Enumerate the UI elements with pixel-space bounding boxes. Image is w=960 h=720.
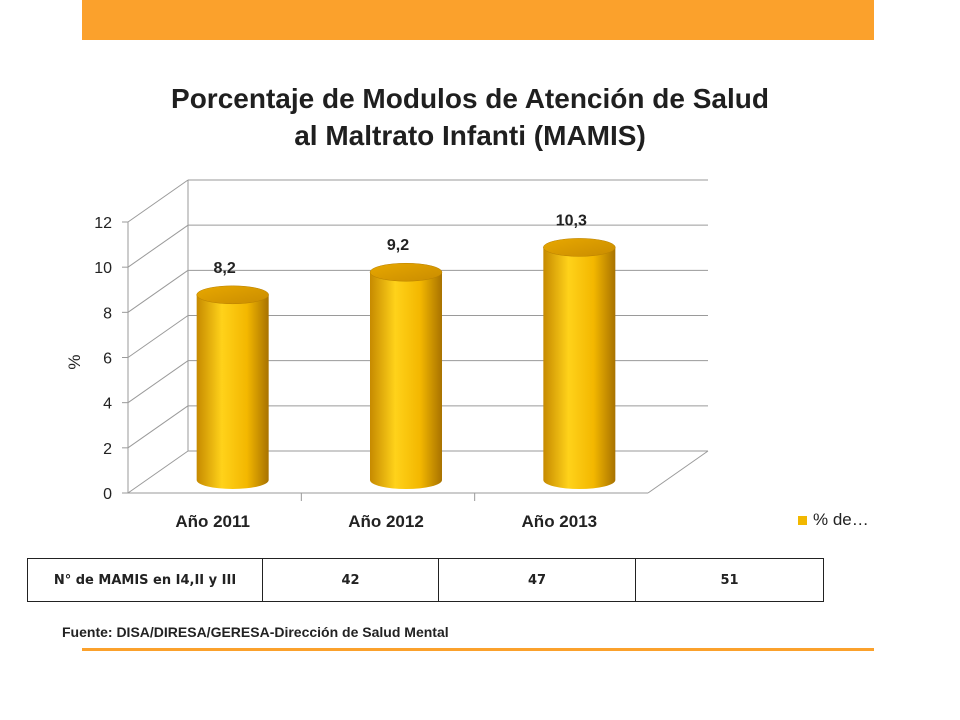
chart-title-line-1: Porcentaje de Modulos de Atención de Sal… [171,83,769,114]
gridline-side [127,405,189,449]
floor-right-edge [647,450,709,494]
data-label: 8,2 [214,260,236,277]
y-tick-label: 0 [103,486,112,503]
table-cell: 42 [262,558,439,602]
data-label: 10,3 [556,212,587,229]
y-axis-ticks: 0 2 4 6 8 10 12 [94,215,112,503]
source-note: Fuente: DISA/DIRESA/GERESA-Dirección de … [62,624,449,640]
data-label: 9,2 [387,237,409,254]
legend: % de… [798,510,869,530]
chart-title: Porcentaje de Modulos de Atención de Sal… [60,80,880,154]
bars [196,238,616,489]
legend-label: % de… [813,510,869,529]
legend-swatch [798,516,807,526]
gridline-side [127,450,189,494]
y-tick-label: 4 [103,396,112,413]
table-cell: 51 [635,558,824,602]
data-labels: 8,2 9,2 10,3 [214,212,587,276]
gridline-side [127,315,189,358]
gridline-side [127,360,189,404]
x-tick-label: Año 2012 [348,512,424,531]
top-accent-bar [82,0,874,40]
bar [196,285,269,489]
y-axis-label: % [65,354,84,369]
gridline-side [127,269,189,313]
grid [122,179,709,501]
y-tick-label: 12 [94,215,112,232]
chart-title-line-2: al Maltrato Infanti (MAMIS) [294,120,646,151]
x-tick-label: Año 2013 [522,512,598,531]
gridline-side [127,179,189,223]
table-row: N° de MAMIS en I4,II y III 42 47 51 [27,558,824,602]
table-cell: 47 [438,558,636,602]
y-tick-label: 6 [103,351,112,368]
y-tick-label: 2 [103,441,112,458]
y-tick-label: 8 [103,305,112,322]
x-tick-label: Año 2011 [175,512,250,531]
bottom-accent-line [82,648,874,651]
bar [369,262,443,489]
bar [543,238,616,489]
y-tick-label: 10 [94,260,112,277]
mamis-count-table: N° de MAMIS en I4,II y III 42 47 51 [27,558,824,602]
x-axis-labels: Año 2011 Año 2012 Año 2013 [175,512,597,531]
table-row-label: N° de MAMIS en I4,II y III [27,558,263,602]
gridline-side [127,224,189,268]
